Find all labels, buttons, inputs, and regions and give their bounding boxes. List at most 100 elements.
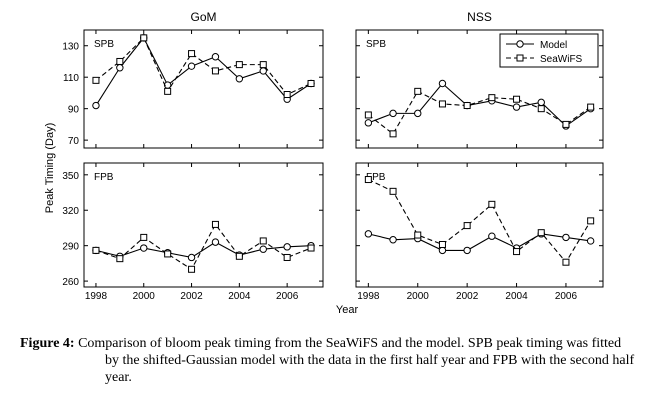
y-axis-label: Peak Timing (Day) — [44, 123, 56, 213]
legend-seawifs-label: SeaWiFS — [540, 54, 583, 65]
panel-label: FPB — [366, 172, 386, 183]
panel-label: SPB — [94, 39, 114, 50]
x-tick-label: 2002 — [180, 291, 203, 302]
seawifs-point — [283, 91, 291, 99]
panel-3: FPB 260 290 320 350 1998 2000 2002 2004 2006 — [62, 162, 324, 302]
model-line — [95, 241, 312, 259]
panel-label: FPB — [94, 172, 114, 183]
panel-title: GoM — [190, 10, 216, 24]
seawifs-point — [116, 255, 124, 263]
seawifs-point — [537, 105, 545, 113]
seawifs-point — [513, 248, 521, 256]
seawifs-point — [537, 229, 545, 237]
seawifs-point — [307, 244, 315, 252]
seawifs-point — [140, 34, 148, 42]
seawifs-line — [95, 36, 312, 96]
seawifs-line — [95, 223, 312, 271]
legend-model-marker — [516, 40, 524, 48]
legend-box — [499, 33, 599, 68]
seawifs-point — [211, 220, 219, 228]
seawifs-point — [92, 246, 100, 254]
model-line — [368, 82, 591, 127]
seawifs-point — [438, 240, 446, 248]
panel-2: NSS SPB Model SeaWiFS — [355, 10, 604, 149]
panel-1: GoM SPB 70 90 110 130 — [62, 10, 324, 149]
y-tick-label: 110 — [63, 73, 79, 84]
seawifs-point — [562, 258, 570, 266]
seawifs-point — [587, 217, 595, 225]
model-point — [488, 232, 496, 240]
plot-frame — [83, 29, 324, 149]
seawifs-point — [463, 102, 471, 110]
x-tick-label: 2000 — [133, 291, 156, 302]
seawifs-line — [368, 179, 592, 264]
x-tick-label: 1998 — [357, 291, 380, 302]
model-point — [414, 109, 422, 118]
panel-label: SPB — [366, 39, 386, 50]
x-tick-label: 2004 — [505, 291, 528, 302]
panel-4: FPB 1998 2000 2002 2004 2006 — [355, 162, 604, 302]
model-point — [364, 119, 373, 127]
seawifs-point — [438, 100, 446, 108]
plot-frame — [83, 162, 324, 288]
seawifs-point — [414, 231, 422, 239]
model-point — [438, 79, 447, 88]
y-tick-label: 90 — [68, 105, 80, 116]
seawifs-point — [283, 253, 291, 261]
figure-caption: Figure 4: Comparison of bloom peak timin… — [20, 335, 635, 386]
panel-title: NSS — [467, 10, 492, 24]
seawifs-point — [364, 176, 372, 184]
model-point — [211, 238, 220, 246]
seawifs-point — [513, 95, 521, 103]
model-point — [187, 62, 196, 70]
caption-text: Comparison of bloom peak timing from the… — [78, 336, 635, 385]
seawifs-point — [164, 87, 172, 95]
seawifs-point — [116, 57, 124, 65]
model-point — [211, 53, 220, 61]
legend-model-label: Model — [540, 40, 567, 51]
caption-label: Figure 4: — [20, 336, 75, 351]
y-tick-label: 130 — [62, 42, 79, 53]
model-point — [512, 103, 521, 111]
model-line — [368, 233, 591, 251]
model-point — [586, 237, 595, 245]
x-tick-label: 2006 — [276, 291, 299, 302]
model-line — [95, 36, 312, 106]
model-point — [92, 101, 100, 110]
seawifs-line — [368, 90, 591, 135]
y-tick-label: 350 — [62, 171, 79, 182]
x-tick-label: 1998 — [85, 291, 108, 302]
seawifs-point — [164, 250, 172, 258]
x-axis-label: Year — [336, 304, 359, 316]
seawifs-point — [92, 76, 100, 84]
seawifs-point — [259, 61, 267, 69]
seawifs-point — [389, 187, 397, 195]
seawifs-point — [364, 111, 372, 119]
x-tick-label: 2002 — [456, 291, 479, 302]
seawifs-point — [211, 67, 219, 75]
model-point — [259, 245, 267, 253]
x-tick-label: 2000 — [407, 291, 430, 302]
seawifs-point — [488, 94, 496, 102]
model-point — [389, 109, 397, 118]
seawifs-point — [259, 237, 267, 245]
model-point — [537, 98, 545, 107]
figure-svg: Peak Timing (Day) Year GoM SPB 70 90 110 130 N… — [44, 10, 604, 316]
seawifs-point — [188, 50, 196, 58]
model-point — [140, 244, 148, 252]
model-point — [187, 253, 196, 262]
legend-seawifs-marker — [516, 54, 524, 62]
model-point — [259, 67, 267, 75]
model-point — [562, 233, 570, 242]
x-tick-label: 2004 — [228, 291, 251, 302]
seawifs-point — [235, 61, 243, 69]
seawifs-point — [235, 252, 243, 260]
model-point — [389, 236, 397, 244]
legend: Model SeaWiFS — [499, 33, 599, 68]
model-point — [364, 230, 373, 238]
model-point — [116, 64, 124, 72]
plot-frame — [355, 162, 604, 288]
y-tick-label: 260 — [62, 277, 79, 288]
plot-frame — [355, 29, 604, 149]
y-tick-label: 70 — [68, 136, 80, 147]
